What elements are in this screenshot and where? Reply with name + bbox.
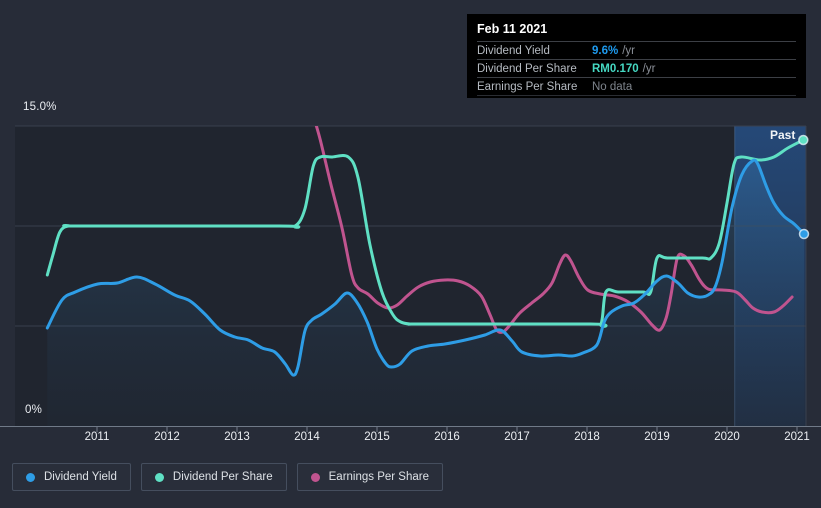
y-axis-min-label: 0%: [25, 404, 43, 416]
x-axis-label-2016: 2016: [434, 431, 460, 443]
x-axis-label-2015: 2015: [364, 431, 390, 443]
legend-item-dividend-per-share[interactable]: Dividend Per Share: [140, 463, 287, 491]
x-axis-label-2017: 2017: [504, 431, 530, 443]
past-region-label: Past: [770, 128, 796, 142]
x-axis-label-2021: 2021: [784, 431, 810, 443]
series-end-markers: [798, 134, 810, 240]
tooltip-row-dividend-per-share: Dividend Per Share RM0.170 /yr: [477, 60, 796, 78]
chart-legend: Dividend Yield Dividend Per Share Earnin…: [12, 463, 443, 491]
earnings-per-share-line[interactable]: [314, 118, 794, 335]
x-axis-ticks: [96, 427, 798, 432]
legend-label: Dividend Per Share: [172, 471, 273, 483]
tooltip-value: 9.6%: [592, 44, 619, 57]
y-axis-max-label: 15.0%: [23, 101, 57, 113]
tooltip-label: Dividend Per Share: [477, 62, 577, 75]
legend-item-earnings-per-share[interactable]: Earnings Per Share: [296, 463, 443, 491]
legend-label: Dividend Yield: [44, 471, 117, 483]
x-axis-label-2018: 2018: [574, 431, 600, 443]
x-axis-label-2014: 2014: [294, 431, 320, 443]
tooltip-row-dividend-yield: Dividend Yield 9.6% /yr: [477, 42, 796, 60]
dividend-yield-line[interactable]: [45, 158, 806, 377]
tooltip-label: Dividend Yield: [477, 44, 550, 57]
x-axis-label-2011: 2011: [84, 431, 110, 443]
tooltip-value: RM0.170: [592, 62, 639, 75]
earnings-per-share-dot-icon: [310, 472, 320, 482]
dividend-yield-dot-icon: [26, 472, 35, 482]
x-axis-label-2020: 2020: [714, 431, 740, 443]
tooltip-unit: /yr: [642, 62, 656, 75]
tooltip-label: Earnings Per Share: [477, 80, 578, 93]
tooltip-value: No data: [592, 80, 633, 93]
tooltip-row-earnings-per-share: Earnings Per Share No data: [477, 78, 796, 96]
legend-label: Earnings Per Share: [328, 471, 429, 483]
dividend-yield-area-fill: [47, 160, 805, 426]
tooltip-date: Feb 11 2021: [477, 20, 796, 42]
tooltip-unit: /yr: [622, 44, 635, 57]
dividend-per-share-dot-icon: [154, 472, 164, 482]
chart-tooltip: Feb 11 2021 Dividend Yield 9.6% /yr Divi…: [467, 14, 806, 98]
x-axis-label-2013: 2013: [224, 431, 250, 443]
dividend-per-share-line[interactable]: [45, 138, 805, 328]
legend-item-dividend-yield[interactable]: Dividend Yield: [12, 463, 131, 491]
x-axis-label-2012: 2012: [154, 431, 180, 443]
x-axis-label-2019: 2019: [644, 431, 670, 443]
